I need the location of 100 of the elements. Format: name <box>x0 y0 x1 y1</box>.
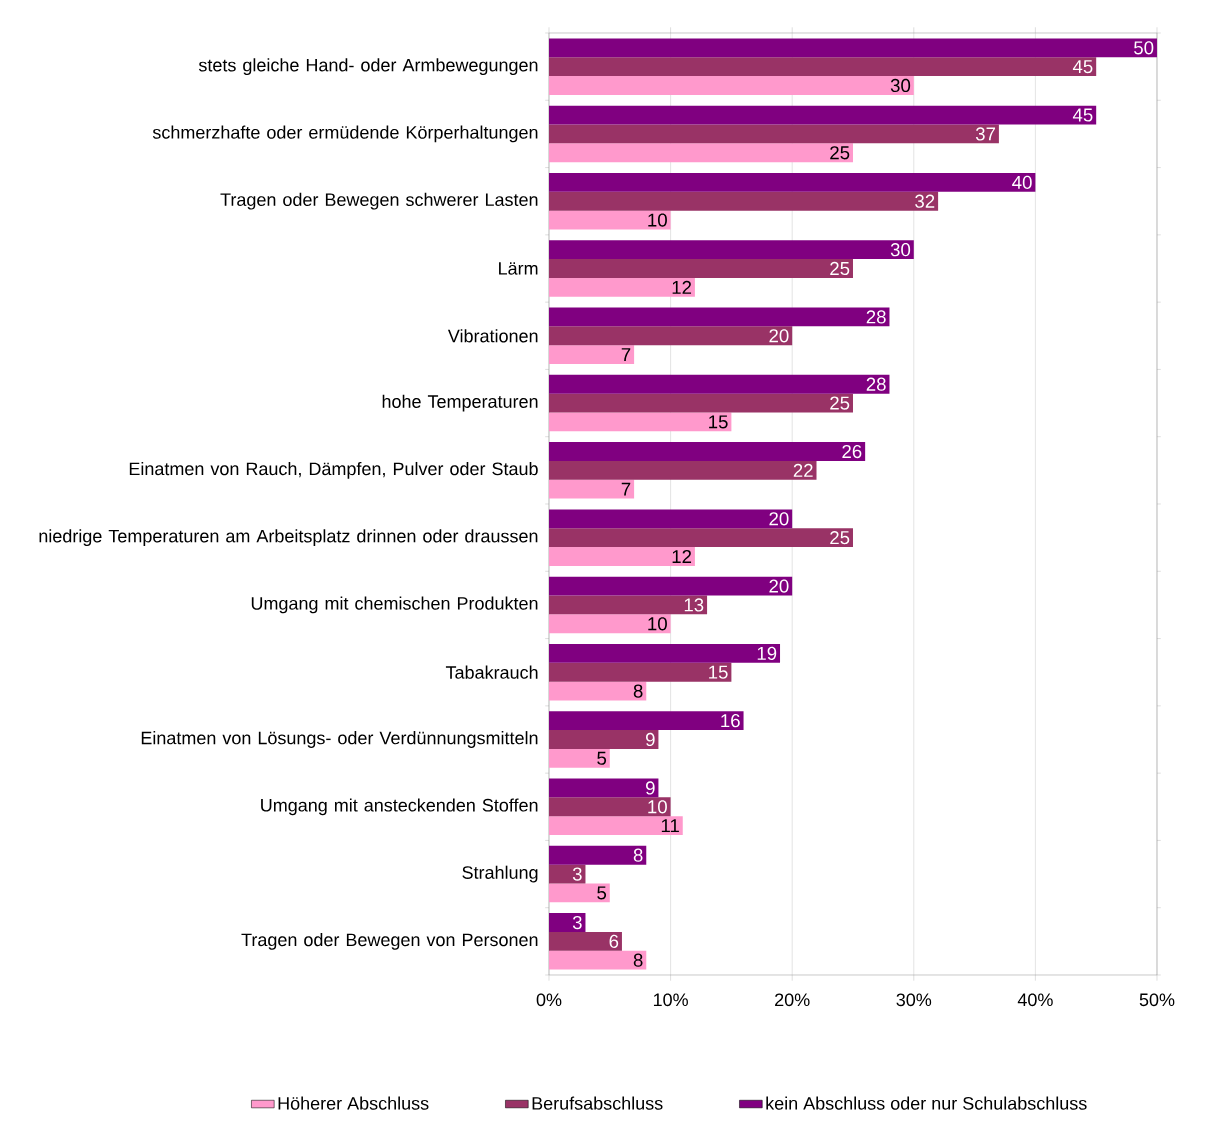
x-tick-label: 50% <box>1139 993 1175 1007</box>
data-label: 10 <box>648 617 667 631</box>
bar <box>548 124 999 144</box>
bar <box>548 662 732 682</box>
data-label: 25 <box>830 396 850 410</box>
data-label: 40 <box>1012 175 1032 189</box>
bar <box>548 259 853 278</box>
data-label: 20 <box>769 512 789 526</box>
bar <box>548 76 914 95</box>
y-tick-label: Vibrationen <box>447 329 538 343</box>
data-label: 19 <box>757 646 777 660</box>
bar <box>548 528 853 548</box>
bar <box>548 240 914 260</box>
bar <box>548 105 1097 125</box>
bar <box>548 460 817 480</box>
bar <box>548 307 890 327</box>
bar <box>548 509 793 529</box>
bar <box>548 816 683 836</box>
data-label: 6 <box>609 934 619 948</box>
bar <box>548 883 610 903</box>
data-label: 28 <box>866 377 886 391</box>
bar <box>548 845 647 865</box>
data-label: 28 <box>866 310 886 324</box>
y-tick-label: stets gleiche Hand- oder Armbewegungen <box>198 58 538 76</box>
legend-label: Berufsabschluss <box>532 1096 663 1110</box>
bar <box>548 172 1036 192</box>
data-label: 32 <box>915 194 935 208</box>
data-label: 15 <box>709 665 728 679</box>
y-tick-label: Tabakrauch <box>445 665 538 679</box>
bar <box>548 442 866 461</box>
bar <box>548 711 744 731</box>
y-tick-label: Umgang mit ansteckenden Stoffen <box>261 798 538 816</box>
bar <box>548 748 610 768</box>
bar <box>548 614 671 634</box>
data-label: 16 <box>721 714 740 728</box>
bar <box>548 345 635 365</box>
bar <box>548 730 659 749</box>
data-label: 50 <box>1134 41 1154 55</box>
data-label: 30 <box>890 243 911 257</box>
x-tick-label: 40% <box>1017 993 1053 1007</box>
data-label: 12 <box>672 549 692 563</box>
bar <box>548 374 890 394</box>
bar <box>548 913 586 932</box>
bar <box>548 595 708 615</box>
data-label: 25 <box>830 531 850 545</box>
data-label: 25 <box>830 261 850 276</box>
data-label: 10 <box>648 800 667 814</box>
y-tick-label: Einatmen von Rauch, Dämpfen, Pulver oder Staub <box>129 461 538 479</box>
bar <box>548 950 647 970</box>
y-tick-label: Lärm <box>499 262 538 275</box>
bar <box>548 326 793 346</box>
y-tick-label: hohe Temperaturen <box>382 394 538 412</box>
bar <box>548 797 671 817</box>
bar <box>548 931 622 951</box>
data-label: 12 <box>672 280 692 294</box>
y-tick-label: Einatmen von Lösungs- oder Verdünnungsmitteln <box>141 731 538 748</box>
data-label: 10 <box>648 213 667 227</box>
data-label: 26 <box>842 444 862 459</box>
bar <box>548 210 671 230</box>
bar <box>548 57 1097 77</box>
data-label: 3 <box>572 915 582 930</box>
data-label: 9 <box>645 732 655 747</box>
y-tick-label: Umgang mit chemischen Produkten <box>251 596 538 614</box>
data-label: 20 <box>769 579 789 593</box>
data-label: 8 <box>633 848 643 862</box>
data-label: 9 <box>645 781 655 795</box>
bar <box>548 143 853 163</box>
data-label: 22 <box>793 463 813 477</box>
legend-label: kein Abschluss oder nur Schulabschluss <box>766 1096 1087 1110</box>
bar <box>548 479 635 499</box>
bar <box>548 412 732 432</box>
y-tick-label: Tragen oder Bewegen schwerer Lasten <box>220 192 538 210</box>
bar <box>548 681 647 701</box>
data-label: 5 <box>597 751 607 765</box>
data-label: 30 <box>890 78 911 93</box>
bar <box>548 191 939 211</box>
data-label: 3 <box>572 867 582 881</box>
data-label: 8 <box>633 953 643 967</box>
y-tick-label: niedrige Temperaturen am Arbeitsplatz drinnen oder draussen <box>39 529 538 547</box>
data-label: 11 <box>661 819 679 833</box>
y-tick-label: schmerzhafte oder ermüdende Körperhaltungen <box>152 125 538 143</box>
y-tick-label: Strahlung <box>462 865 538 883</box>
x-tick-label: 10% <box>653 993 688 1007</box>
bar <box>548 393 853 413</box>
y-tick-label: Tragen oder Bewegen von Personen <box>241 932 538 950</box>
data-label: 8 <box>633 684 643 698</box>
data-label: 15 <box>709 415 728 429</box>
bar <box>548 778 659 798</box>
x-tick-label: 20% <box>775 993 810 1007</box>
data-label: 37 <box>975 127 996 141</box>
x-tick-label: 30% <box>896 993 932 1007</box>
data-label: 7 <box>621 348 631 362</box>
data-label: 45 <box>1072 108 1093 122</box>
data-label: 25 <box>830 146 850 160</box>
bar <box>548 576 793 596</box>
bar <box>548 547 695 566</box>
bar <box>548 277 695 297</box>
bar <box>548 38 1157 58</box>
data-label: 45 <box>1072 60 1093 74</box>
data-label: 7 <box>621 482 631 496</box>
